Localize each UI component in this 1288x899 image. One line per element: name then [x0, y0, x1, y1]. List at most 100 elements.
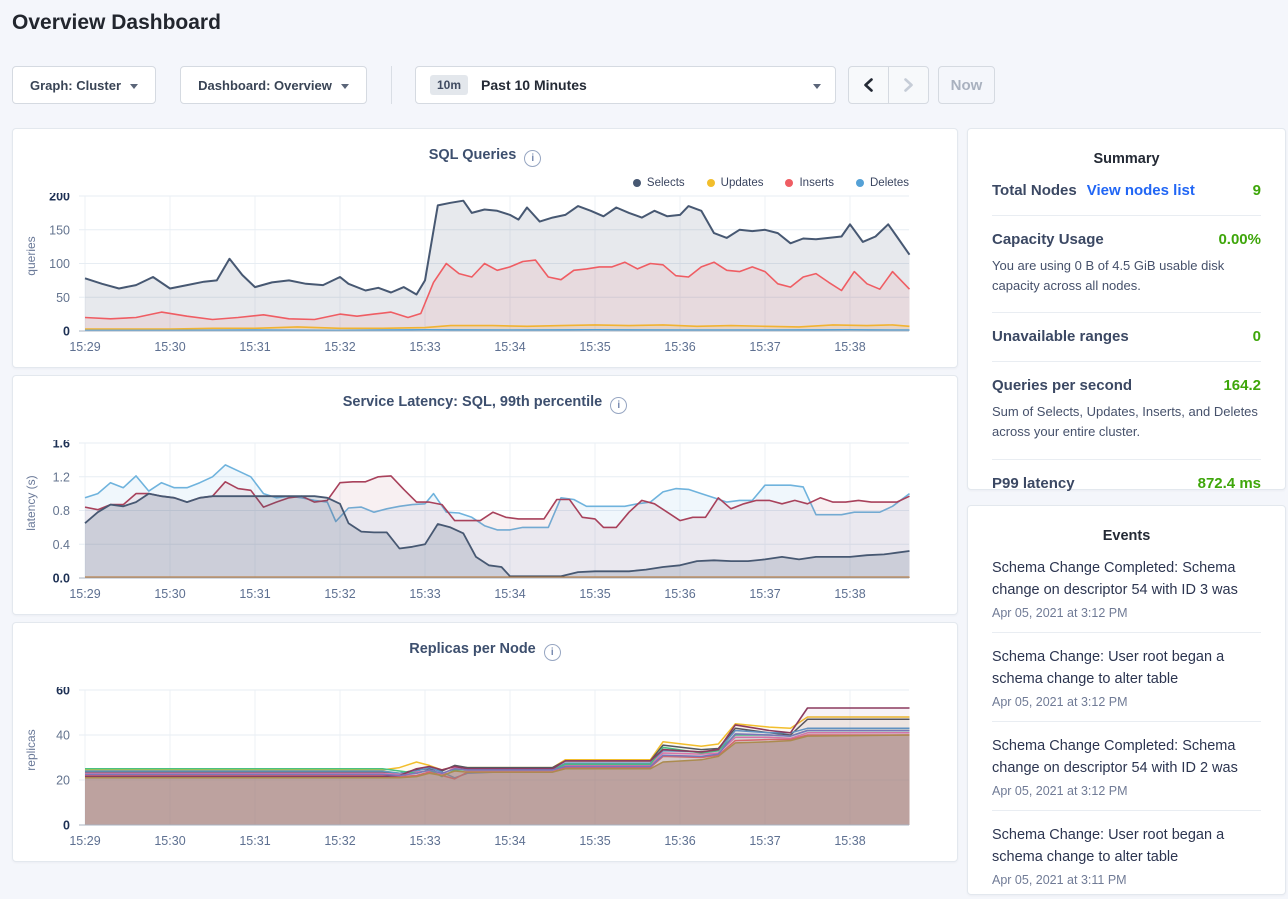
svg-text:15:32: 15:32 [324, 587, 355, 601]
time-window-label: Past 10 Minutes [481, 77, 587, 93]
event-timestamp: Apr 05, 2021 at 3:11 PM [992, 872, 1127, 887]
chart-title: SQL Queries i [13, 147, 957, 167]
legend-item-selects[interactable]: Selects [632, 177, 685, 189]
graph-selector-label: Graph: Cluster [29, 77, 121, 93]
event-text: Schema Change Completed: Schema change o… [992, 737, 1238, 777]
svg-text:15:33: 15:33 [409, 587, 440, 601]
events-title: Events [1102, 528, 1151, 544]
summary-label: Queries per second [992, 377, 1133, 395]
svg-text:15:37: 15:37 [749, 340, 780, 354]
summary-description: Sum of Selects, Updates, Inserts, and De… [992, 404, 1258, 440]
legend-dot [785, 179, 794, 187]
toolbar-divider [391, 66, 392, 104]
time-window-badge: 10m [430, 75, 469, 95]
time-next-button[interactable] [889, 67, 928, 103]
time-nav-group [848, 66, 929, 104]
chevron-down-icon [340, 83, 349, 89]
svg-text:15:30: 15:30 [154, 340, 185, 354]
svg-text:15:36: 15:36 [664, 587, 695, 601]
info-icon[interactable]: i [543, 644, 561, 661]
legend-item-updates[interactable]: Updates [706, 177, 763, 189]
info-icon[interactable]: i [524, 150, 542, 167]
dashboard-selector-dropdown[interactable]: Dashboard: Overview [180, 66, 367, 104]
svg-text:0: 0 [63, 819, 70, 833]
svg-text:60: 60 [56, 687, 70, 698]
legend-item-deletes[interactable]: Deletes [856, 177, 909, 189]
svg-text:15:29: 15:29 [69, 834, 100, 848]
summary-title: Summary [1093, 151, 1160, 167]
svg-text:15:33: 15:33 [409, 834, 440, 848]
service-latency-chart-card: Service Latency: SQL, 99th percentile i l… [12, 375, 958, 615]
svg-text:15:35: 15:35 [579, 340, 610, 354]
legend-dot [632, 179, 641, 187]
replicas-per-node-plot[interactable]: 0 20 40 60 15:29 15:30 15:31 15:32 15:33 15:34 15:… [31, 687, 931, 855]
sql-queries-chart-card: SQL Queries i Selects Updates Inserts Del… [12, 128, 958, 368]
legend-dot [856, 179, 864, 187]
chart-title: Replicas per Node i [13, 641, 957, 661]
svg-text:15:31: 15:31 [239, 587, 270, 601]
svg-text:15:37: 15:37 [749, 834, 780, 848]
sql-queries-plot[interactable]: 0 50 100 150 200 15:29 15:30 15:31 15:32 15:33 15:… [31, 193, 931, 361]
svg-text:15:33: 15:33 [409, 340, 440, 354]
svg-text:0: 0 [63, 325, 70, 339]
svg-text:15:29: 15:29 [69, 587, 100, 601]
svg-text:50: 50 [56, 291, 70, 305]
svg-text:15:30: 15:30 [154, 587, 185, 601]
event-timestamp: Apr 05, 2021 at 3:12 PM [992, 694, 1128, 709]
svg-text:15:36: 15:36 [664, 340, 695, 354]
svg-text:15:34: 15:34 [494, 587, 525, 601]
event-text: Schema Change: User root began a schema … [992, 826, 1225, 866]
time-prev-button[interactable] [849, 67, 889, 103]
event-item: Schema Change Completed: Schema change o… [992, 722, 1261, 811]
legend-item-inserts[interactable]: Inserts [785, 177, 834, 189]
svg-text:15:35: 15:35 [579, 834, 610, 848]
time-range-dropdown[interactable]: 10m Past 10 Minutes [415, 66, 836, 104]
svg-text:0.0: 0.0 [53, 572, 70, 586]
event-item: Schema Change: User root began a schema … [992, 811, 1261, 899]
svg-text:1.2: 1.2 [53, 470, 70, 484]
svg-text:15:34: 15:34 [494, 834, 525, 848]
svg-text:0.4: 0.4 [53, 538, 70, 552]
summary-label: Unavailable ranges [992, 328, 1129, 346]
info-icon[interactable]: i [610, 397, 628, 414]
now-button[interactable]: Now [938, 66, 995, 104]
svg-text:1.6: 1.6 [53, 440, 70, 451]
svg-text:15:31: 15:31 [239, 834, 270, 848]
service-latency-plot[interactable]: 0.0 0.4 0.8 1.2 1.6 15:29 15:30 15:31 15:32 15:33… [31, 440, 931, 608]
graph-selector-dropdown[interactable]: Graph: Cluster [12, 66, 156, 104]
view-nodes-list-link[interactable]: View nodes list [1086, 182, 1195, 199]
chevron-down-icon [813, 83, 821, 89]
summary-label: Capacity Usage [992, 231, 1104, 248]
events-panel: Events Schema Change Completed: Schema c… [967, 505, 1286, 895]
page-title: Overview Dashboard [12, 11, 221, 34]
chevron-right-icon [904, 78, 913, 92]
legend-dot [706, 179, 715, 187]
summary-value: 0 [1252, 328, 1261, 346]
svg-text:15:38: 15:38 [834, 587, 865, 601]
svg-text:15:32: 15:32 [324, 834, 355, 848]
svg-text:15:29: 15:29 [69, 340, 100, 354]
event-timestamp: Apr 05, 2021 at 3:12 PM [992, 605, 1128, 620]
svg-text:15:38: 15:38 [834, 834, 865, 848]
svg-text:150: 150 [49, 223, 70, 237]
svg-text:15:30: 15:30 [154, 834, 185, 848]
svg-text:0.8: 0.8 [53, 504, 70, 518]
summary-row-capacity-usage: Capacity Usage 0.00% You are using 0 B o… [992, 216, 1261, 314]
event-timestamp: Apr 05, 2021 at 3:12 PM [992, 783, 1128, 798]
replicas-per-node-chart-card: Replicas per Node i replicas 0 20 40 60 15:29… [12, 622, 958, 862]
dashboard-selector-label: Dashboard: Overview [198, 77, 332, 93]
summary-description: You are using 0 B of 4.5 GiB usable disk… [992, 258, 1225, 294]
svg-text:20: 20 [56, 774, 70, 788]
summary-label: P99 latency [992, 474, 1075, 492]
event-item: Schema Change Completed: Schema change o… [992, 544, 1261, 633]
svg-text:15:32: 15:32 [324, 340, 355, 354]
summary-row-p99-latency: P99 latency 872.4 ms [992, 460, 1261, 508]
chevron-left-icon [864, 78, 873, 92]
summary-value: 872.4 ms [1197, 474, 1261, 492]
chart-legend: Selects Updates Inserts Deletes [632, 177, 909, 189]
summary-panel: Summary Total Nodes View nodes list 9 Ca… [967, 128, 1286, 492]
chart-title: Service Latency: SQL, 99th percentile i [13, 394, 957, 414]
event-text: Schema Change Completed: Schema change o… [992, 560, 1238, 599]
event-text: Schema Change: User root began a schema … [992, 648, 1225, 688]
svg-text:15:34: 15:34 [494, 340, 525, 354]
